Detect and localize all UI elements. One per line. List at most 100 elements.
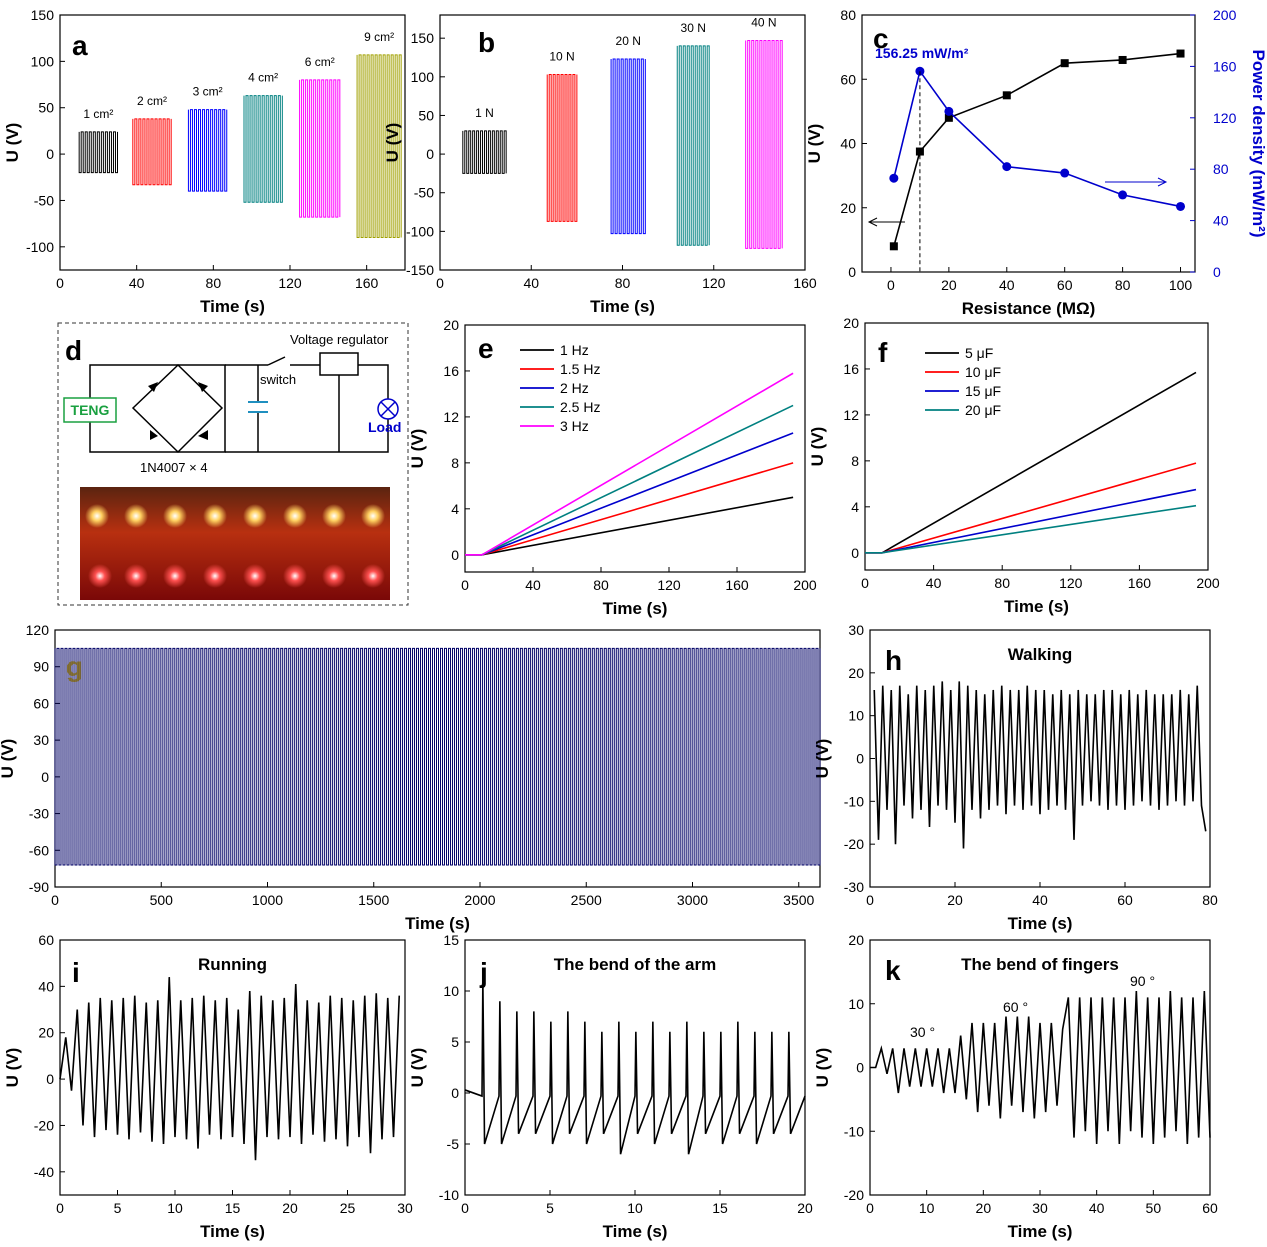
x-axis-label: Time (s) [1004,597,1069,616]
y-tick-label: -10 [844,1123,864,1139]
y-tick-label: 90 [33,659,49,675]
burst-label: 1 cm² [83,107,113,121]
burst-label: 9 cm² [364,30,394,44]
burst [54,647,821,866]
x-tick-label: 20 [976,1200,992,1216]
legend-label: 2.5 Hz [560,399,600,415]
chart-title: Running [198,955,267,974]
y-tick-label: 100 [31,53,55,69]
y-tick-label: -10 [439,1187,459,1203]
y2-tick-label: 200 [1213,7,1237,23]
legend-label: 1 Hz [560,342,589,358]
panel-a: 0 40 80 120 160 -100 -50 0 50 100 150 Time (s) U (V)… [3,7,406,316]
marker [1060,59,1069,68]
panel-g: 0 500 1000 1500 2000 2500 3000 3500 -90 -60 -30 0 30… [0,622,821,933]
y-tick-label: 40 [840,136,856,152]
x-tick-label: 30 [1032,1200,1048,1216]
x-tick-label: 10 [627,1200,643,1216]
y-tick-label: 30 [33,732,49,748]
legend-label: 10 μF [965,364,1001,380]
marker [1002,162,1012,172]
burst [462,130,507,174]
y-tick-label: 0 [46,146,54,162]
arrow-right [1105,177,1168,187]
x-tick-label: 40 [523,275,539,291]
y-tick-label: 20 [848,665,864,681]
annotation: 60 ° [1003,999,1028,1015]
panel-letter: f [878,337,888,368]
x-tick-label: 80 [994,575,1010,591]
x-tick-label: 10 [919,1200,935,1216]
legend-label: 3 Hz [560,418,589,434]
legend-label: 5 μF [965,345,993,361]
marker [889,173,899,183]
x-tick-label: 60 [1202,1200,1218,1216]
burst [356,54,402,239]
line [59,977,401,1161]
x-axis-label: Time (s) [200,1222,265,1241]
panel-letter: i [72,957,80,988]
x-tick-label: 40 [129,275,145,291]
y-tick-label: 120 [26,622,50,638]
x-tick-label: 40 [1089,1200,1105,1216]
marker [944,113,953,122]
burst [745,40,783,249]
plot-frame [869,629,1211,888]
y-axis-label: U (V) [3,1048,22,1088]
y-tick-label: 50 [38,100,54,116]
plot-frame [464,324,806,573]
chart-title: The bend of fingers [961,955,1119,974]
y2-axis-label: Power density (mW/m²) [1249,50,1267,238]
y-tick-label: 30 [848,622,864,638]
burst-label: 10 N [549,50,574,64]
line [893,52,1181,247]
y-tick-label: 8 [851,453,859,469]
x-tick-label: 2500 [571,892,602,908]
legend-label: 15 μF [965,383,1001,399]
x-tick-label: 80 [206,275,222,291]
y-tick-label: 150 [411,30,435,46]
y-tick-label: -50 [414,185,434,201]
y-tick-label: 60 [38,932,54,948]
y-tick-label: 10 [848,708,864,724]
y-tick-label: 60 [840,71,856,87]
capacitor [248,401,268,413]
x-tick-label: 3000 [677,892,708,908]
x-tick-label: 1500 [358,892,389,908]
x-tick-label: 160 [793,275,817,291]
y-tick-label: -30 [844,879,864,895]
burst-label: 1 N [475,106,494,120]
y-axis-label: U (V) [805,124,824,164]
y-tick-label: 20 [840,200,856,216]
plot-frame [864,322,1209,571]
x-tick-label: 100 [1169,277,1193,293]
x-tick-label: 0 [461,577,469,593]
x-tick-label: 20 [941,277,957,293]
y-tick-label: 8 [451,455,459,471]
y2-tick-label: 120 [1213,110,1237,126]
line [865,462,1197,554]
x-tick-label: 500 [150,892,174,908]
y-tick-label: 20 [443,317,459,333]
y-axis-label: U (V) [408,1048,427,1088]
x-tick-label: 2000 [464,892,495,908]
x-tick-label: 20 [282,1200,298,1216]
y-tick-label: 0 [851,545,859,561]
x-tick-label: 40 [926,575,942,591]
burst-label: 30 N [681,21,706,35]
x-axis-label: Resistance (MΩ) [962,299,1096,318]
circuit [89,352,389,454]
panel-letter: a [72,30,88,61]
y-tick-label: 5 [451,1034,459,1050]
y-tick-label: -90 [29,879,49,895]
teng-label: TENG [71,402,110,418]
marker [1118,55,1127,64]
burst-label: 40 N [751,16,776,30]
line [893,69,1181,208]
y-tick-label: 15 [443,932,459,948]
burst [546,74,578,222]
y-tick-label: 80 [840,7,856,23]
y-axis-label: U (V) [0,739,17,779]
y-axis-label: U (V) [813,1048,832,1088]
y-tick-label: 0 [46,1071,54,1087]
